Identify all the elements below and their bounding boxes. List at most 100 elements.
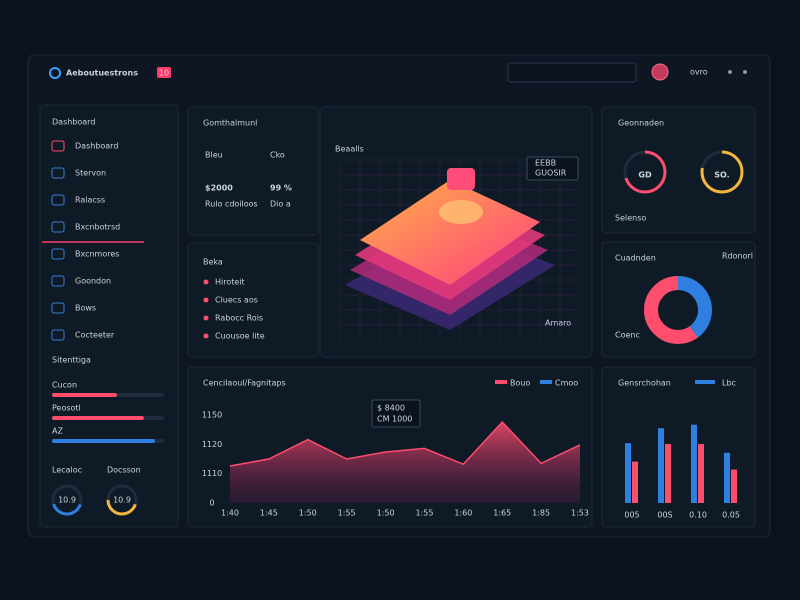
x-tick-label: 005 (624, 511, 639, 520)
nav-item[interactable]: Bxcnbotrsd (75, 223, 120, 232)
nav-icon[interactable] (51, 302, 65, 314)
stat-value: 99 % (270, 184, 292, 193)
x-tick-label: 0.10 (689, 511, 707, 520)
nav-icon[interactable] (51, 275, 65, 287)
x-tick-label: 1:50 (377, 509, 395, 518)
gauge-label: SO. (714, 171, 729, 180)
stat-label: Cucon (52, 381, 77, 390)
list-item: Rabocc Rois (215, 314, 263, 323)
card-title: Cencilaoul/Fagnitaps (203, 379, 286, 388)
donut-slice (644, 276, 712, 344)
list-item: Hiroteit (215, 278, 245, 287)
tooltip-text: $ 8400 (377, 404, 405, 413)
gauge-arc (700, 150, 744, 194)
gauge-title: Lecaloc (52, 466, 82, 475)
iso-dome (439, 200, 483, 224)
card (601, 241, 756, 358)
x-tick-label: 1:55 (338, 509, 356, 518)
card (601, 106, 756, 234)
heatmap-caption: Amaro (545, 319, 571, 328)
bar (691, 424, 697, 503)
stat-label: Cko (270, 151, 285, 160)
icon[interactable] (743, 70, 747, 74)
bar (665, 444, 671, 503)
sidebar-heading: Dashboard (52, 118, 95, 127)
x-tick-label: 00S (657, 511, 672, 520)
tooltip-box (371, 399, 421, 428)
avatar[interactable] (651, 63, 669, 81)
list-item: Cluecs aos (215, 296, 258, 305)
list-item: Cuousoe lite (215, 332, 265, 341)
stat-caption: Rulo cdoiloos (205, 200, 258, 209)
nav-item[interactable]: Stervon (75, 169, 106, 178)
bar (625, 443, 631, 503)
section-title: Sitenttiga (52, 356, 91, 365)
x-tick-label: 1:53 (571, 509, 589, 518)
nav-icon[interactable] (51, 221, 65, 233)
legend-text: Rdonorl (722, 252, 753, 261)
gauge-label: 10.9 (113, 496, 131, 505)
search-box[interactable] (507, 62, 637, 83)
nav-icon[interactable] (51, 194, 65, 206)
y-tick-label: 1120 (202, 440, 222, 449)
x-tick-label: 1:55 (415, 509, 433, 518)
legend-text: Lbc (722, 379, 736, 388)
list-dot (203, 315, 209, 321)
gauge-arc (51, 484, 83, 516)
card (187, 106, 319, 236)
list-dot (203, 279, 209, 285)
y-tick-label: 1150 (202, 411, 222, 420)
card-title: Geonnaden (618, 119, 664, 128)
legend-text: Bouo (510, 379, 530, 388)
tooltip-box (526, 156, 579, 181)
x-tick-label: 0.05 (722, 511, 740, 520)
tooltip-text: EEBB (535, 159, 556, 168)
legend-text: Cmoo (555, 379, 578, 388)
x-tick-label: 1:60 (454, 509, 472, 518)
nav-item[interactable]: Bows (75, 304, 96, 313)
stat-bar (52, 393, 117, 397)
nav-item[interactable]: Dashboard (75, 142, 118, 151)
card (187, 242, 319, 358)
badge-bg (157, 67, 171, 78)
bar (724, 452, 730, 503)
card (601, 366, 756, 528)
x-tick-label: 1:65 (493, 509, 511, 518)
card-caption: Coenc (615, 331, 640, 340)
gauge-label: GD (638, 171, 652, 180)
y-tick-label: 1110 (202, 469, 222, 478)
nav-item[interactable]: Ralacss (75, 196, 105, 205)
gauge-arc (623, 150, 667, 194)
nav-icon[interactable] (51, 140, 65, 152)
icon[interactable] (728, 70, 732, 74)
nav-icon[interactable] (51, 329, 65, 341)
stat-value: $2000 (205, 184, 233, 193)
stat-label: AZ (52, 427, 63, 436)
nav-item[interactable]: Bxcnmores (75, 250, 119, 259)
card-title: Beaalls (335, 145, 364, 154)
card-title: Gomthalmunl (203, 119, 257, 128)
card (39, 104, 179, 528)
card-title: Gensrchohan (618, 379, 671, 388)
list-dot (203, 297, 209, 303)
x-tick-label: 1:40 (221, 509, 239, 518)
bar (658, 428, 664, 503)
bar (632, 461, 638, 503)
nav-icon[interactable] (51, 167, 65, 179)
gauge-label: 10.9 (58, 496, 76, 505)
nav-item[interactable]: Goondon (75, 277, 111, 286)
tooltip-text: GUOSIR (535, 169, 567, 178)
nav-item[interactable]: Cocteeter (75, 331, 115, 340)
legend-swatch (540, 380, 552, 384)
card-title: Cuadnden (615, 254, 656, 263)
bar (698, 444, 704, 503)
area-fill (230, 422, 580, 503)
x-tick-label: 1:45 (260, 509, 278, 518)
card-title: Beka (203, 258, 223, 267)
area-line (229, 420, 581, 467)
nav-icon[interactable] (51, 248, 65, 260)
stat-label: Peosotl (52, 404, 81, 413)
bar (731, 469, 737, 503)
user-name: ovro (690, 68, 708, 77)
gauge-title: Docsson (107, 466, 141, 475)
